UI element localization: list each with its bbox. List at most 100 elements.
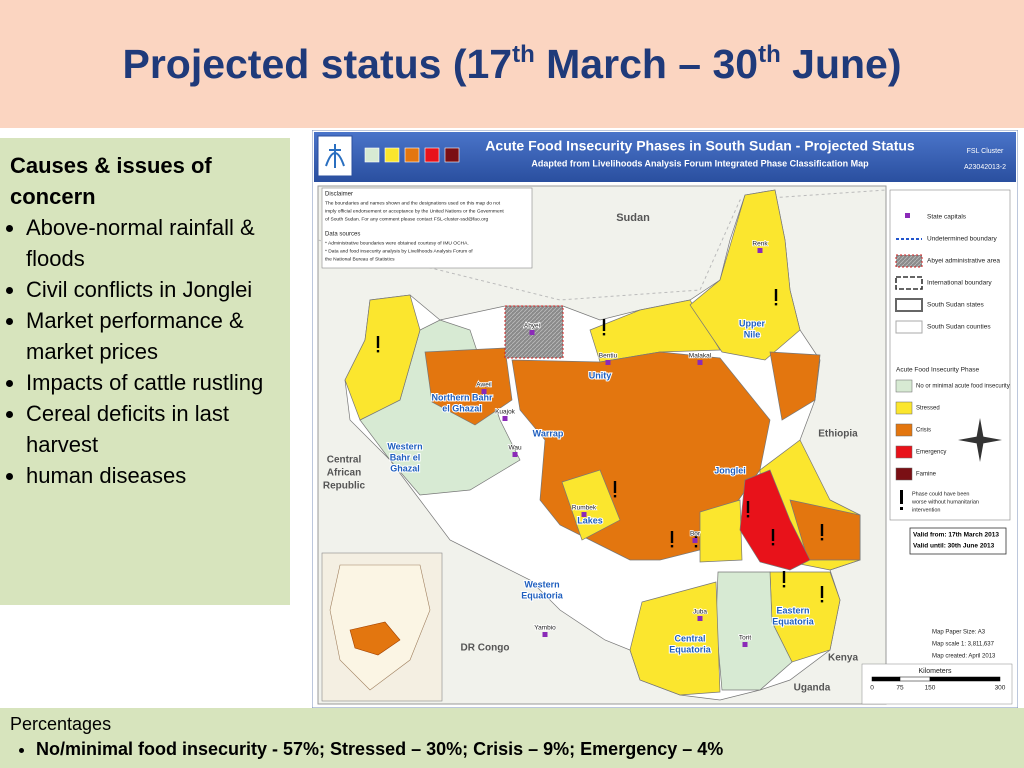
legend-symbol: [895, 320, 923, 334]
validity-line: Valid until: 30th June 2013: [913, 543, 995, 550]
scale-tick: 75: [896, 685, 904, 692]
logo-glyph: [325, 144, 345, 168]
region: [561, 469, 621, 541]
warning-bar: [376, 336, 380, 348]
scale-segment: [929, 676, 1001, 682]
warning-bar: [782, 571, 786, 583]
warning-bar: [820, 586, 824, 598]
warning-bar: [771, 529, 775, 541]
state-label: Eastern: [776, 605, 809, 615]
sources-line: * Data and food insecurity analysis by L…: [325, 248, 473, 254]
state-label: Warrap: [533, 428, 564, 438]
region: [629, 581, 721, 696]
legend-symbol: [895, 276, 923, 290]
town-marker: [481, 389, 487, 394]
compass-rose: [958, 418, 1002, 462]
town-marker: [605, 360, 611, 365]
warning-dot: [694, 545, 698, 548]
warning-dot: [771, 543, 775, 546]
graticule: [317, 189, 887, 301]
legend-symbol: [895, 254, 923, 268]
town-label: Aweil: [476, 382, 492, 389]
scale-tick: 0: [870, 685, 874, 692]
warning-bar: [602, 319, 606, 331]
state-label: Unity: [589, 370, 612, 380]
legend-phase-label: Famine: [916, 472, 937, 478]
legend-label: Undetermined boundary: [927, 236, 997, 243]
warning-dot: [746, 515, 750, 518]
legend-warning-bar: [900, 490, 903, 504]
inset-south-sudan: [349, 621, 401, 656]
disclaimer-heading: Disclaimer: [325, 192, 353, 198]
town-label: Wau: [508, 445, 522, 452]
logo: [317, 135, 353, 177]
legend-note: worse without humanitarian: [911, 499, 979, 505]
sources-line: the National Bureau of Statistics: [325, 256, 395, 262]
legend-label: South Sudan counties: [927, 324, 991, 331]
town-marker: [697, 360, 703, 365]
cause-item: Impacts of cattle rustling: [26, 367, 284, 398]
country-label: Sudan: [616, 212, 650, 224]
scale-tick: 300: [995, 685, 1006, 692]
town-label: Renk: [752, 241, 768, 248]
header-swatch: [364, 147, 380, 163]
legend-phase-label: No or minimal acute food insecurity: [916, 384, 1010, 390]
town-marker: [581, 512, 587, 517]
legend-warning-dot: [900, 507, 903, 510]
legend-phase-label: Stressed: [916, 406, 940, 412]
town-marker: [697, 616, 703, 621]
sources-line: * Administrative boundaries were obtaine…: [325, 240, 469, 246]
region: [769, 351, 821, 421]
title-sup: th: [512, 40, 535, 68]
region: [699, 499, 743, 563]
state-label: Nile: [744, 329, 761, 339]
region: [424, 347, 513, 426]
regions: [344, 189, 861, 701]
town-label: Yambio: [534, 625, 556, 632]
percentage-item: No/minimal food insecurity - 57%; Stress…: [36, 736, 1014, 762]
scale-bar: Kilometers 0 75 150 300: [861, 663, 1013, 705]
scale-segment: [871, 676, 901, 682]
validity-box: [909, 527, 1007, 555]
legend-phase-heading: Acute Food Insecurity Phase: [896, 367, 979, 374]
header-swatch: [444, 147, 460, 163]
state-label: Equatoria: [669, 644, 712, 654]
warning-bar: [774, 289, 778, 301]
warning-dot: [820, 538, 824, 541]
region: [689, 189, 801, 361]
country-label: Republic: [323, 481, 366, 492]
scale-title: Kilometers: [918, 668, 952, 675]
legend-swatch: [895, 467, 913, 481]
town-label: Torit: [739, 635, 751, 642]
state-label: Equatoria: [772, 616, 815, 626]
warning-dot: [602, 333, 606, 336]
warning-dot: [782, 585, 786, 588]
cause-item: Cereal deficits in last harvest: [26, 398, 284, 460]
header-swatch: [424, 147, 440, 163]
cause-item: Civil conflicts in Jonglei: [26, 274, 284, 305]
town-marker: [692, 538, 698, 543]
title-text: June): [780, 40, 902, 87]
map-code: A23042013-2: [964, 164, 1006, 171]
town-label: Juba: [693, 609, 707, 616]
state-label: el Ghazal: [442, 403, 482, 413]
state-label: Ghazal: [390, 463, 420, 473]
slide-title: Projected status (17th March – 30th June…: [122, 41, 901, 88]
map-subtitle: Adapted from Livelihoods Analysis Forum …: [531, 158, 869, 168]
region: [739, 469, 811, 571]
compass: [958, 418, 1002, 462]
legend-label: International boundary: [927, 280, 992, 287]
scale-segment: [899, 676, 931, 682]
town-label: Kuajok: [495, 409, 516, 416]
warning-bar: [746, 501, 750, 513]
warning-dot: [613, 495, 617, 498]
causes-heading: Causes & issues of concern: [10, 153, 212, 209]
map-title: Acute Food Insecurity Phases in South Su…: [485, 138, 915, 154]
title-bar: Projected status (17th March – 30th June…: [0, 0, 1024, 128]
town-marker: [757, 248, 763, 253]
scale-tick: 150: [925, 685, 936, 692]
legend: State capitals Undetermined boundary Abyei…: [895, 213, 1010, 513]
causes-panel: Causes & issues of concern Above-normal …: [0, 138, 290, 605]
print-line: Map Paper Size: A3: [932, 630, 986, 636]
